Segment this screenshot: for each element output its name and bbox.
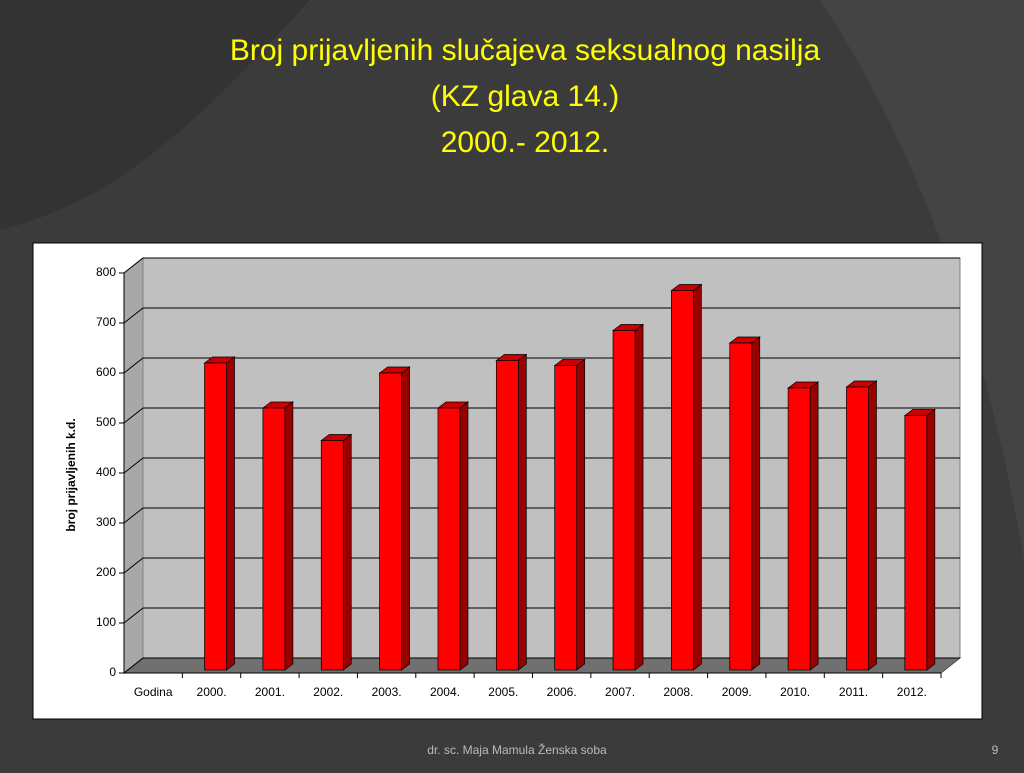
x-tick-label: 2007. xyxy=(605,685,635,699)
bar-side xyxy=(576,358,586,671)
bar xyxy=(495,360,519,671)
x-tick-label: 2012. xyxy=(897,685,927,699)
bar xyxy=(671,290,694,671)
x-tick-label: 2005. xyxy=(488,685,518,699)
grid-line xyxy=(123,257,960,274)
bar-side xyxy=(868,380,877,671)
x-tick-label: 2010. xyxy=(780,685,810,699)
bar-side xyxy=(926,408,936,671)
bar-side xyxy=(459,401,469,671)
bar xyxy=(379,372,402,671)
title-line: 2000.- 2012. xyxy=(441,126,609,159)
bar-side xyxy=(517,353,527,671)
x-tick-label: 2008. xyxy=(663,685,693,699)
bar-side xyxy=(226,356,235,671)
x-tick-label: 2011. xyxy=(839,685,868,699)
y-axis-label: broj prijavljenih k.d. xyxy=(64,418,78,531)
bar-side xyxy=(634,323,644,671)
bar xyxy=(729,342,753,671)
bar xyxy=(262,407,286,671)
y-tick-label: 500 xyxy=(96,415,116,429)
y-tick-label: 400 xyxy=(96,465,116,479)
bar xyxy=(204,362,227,671)
y-tick-label: 800 xyxy=(96,265,116,279)
page-number: 9 xyxy=(992,743,999,757)
x-tick-label: 2006. xyxy=(547,685,577,699)
bar-side xyxy=(751,336,761,671)
x-tick-label: Godina xyxy=(134,685,173,699)
bar xyxy=(554,365,578,671)
decor xyxy=(820,0,1024,560)
bar-side xyxy=(401,366,410,671)
decor xyxy=(0,0,310,230)
y-tick-label: 300 xyxy=(96,515,116,529)
y-tick-label: 700 xyxy=(96,315,116,329)
title-line: (KZ glava 14.) xyxy=(431,80,619,113)
title-line: Broj prijavljenih slučajeva seksualnog n… xyxy=(230,34,821,67)
bar-side xyxy=(284,401,294,671)
bar xyxy=(437,407,461,671)
bar xyxy=(846,386,869,671)
y-tick-label: 600 xyxy=(96,365,116,379)
x-tick-label: 2004. xyxy=(430,685,460,699)
bar xyxy=(787,387,811,671)
footer-text: dr. sc. Maja Mamula Ženska soba xyxy=(427,742,607,757)
bar-side xyxy=(809,381,819,671)
floor xyxy=(122,657,962,674)
bar xyxy=(612,330,636,671)
bar xyxy=(320,440,344,671)
x-tick-label: 2002. xyxy=(313,685,343,699)
y-tick-label: 0 xyxy=(109,665,116,679)
bar xyxy=(904,415,928,671)
x-tick-label: 2003. xyxy=(372,685,402,699)
bar-side xyxy=(693,283,702,671)
x-tick-label: 2001. xyxy=(255,685,285,699)
bar-side xyxy=(342,433,352,671)
y-tick-label: 100 xyxy=(96,615,116,629)
x-tick-label: 2000. xyxy=(197,685,227,699)
x-tick-label: 2009. xyxy=(722,685,752,699)
y-tick-label: 200 xyxy=(96,565,116,579)
